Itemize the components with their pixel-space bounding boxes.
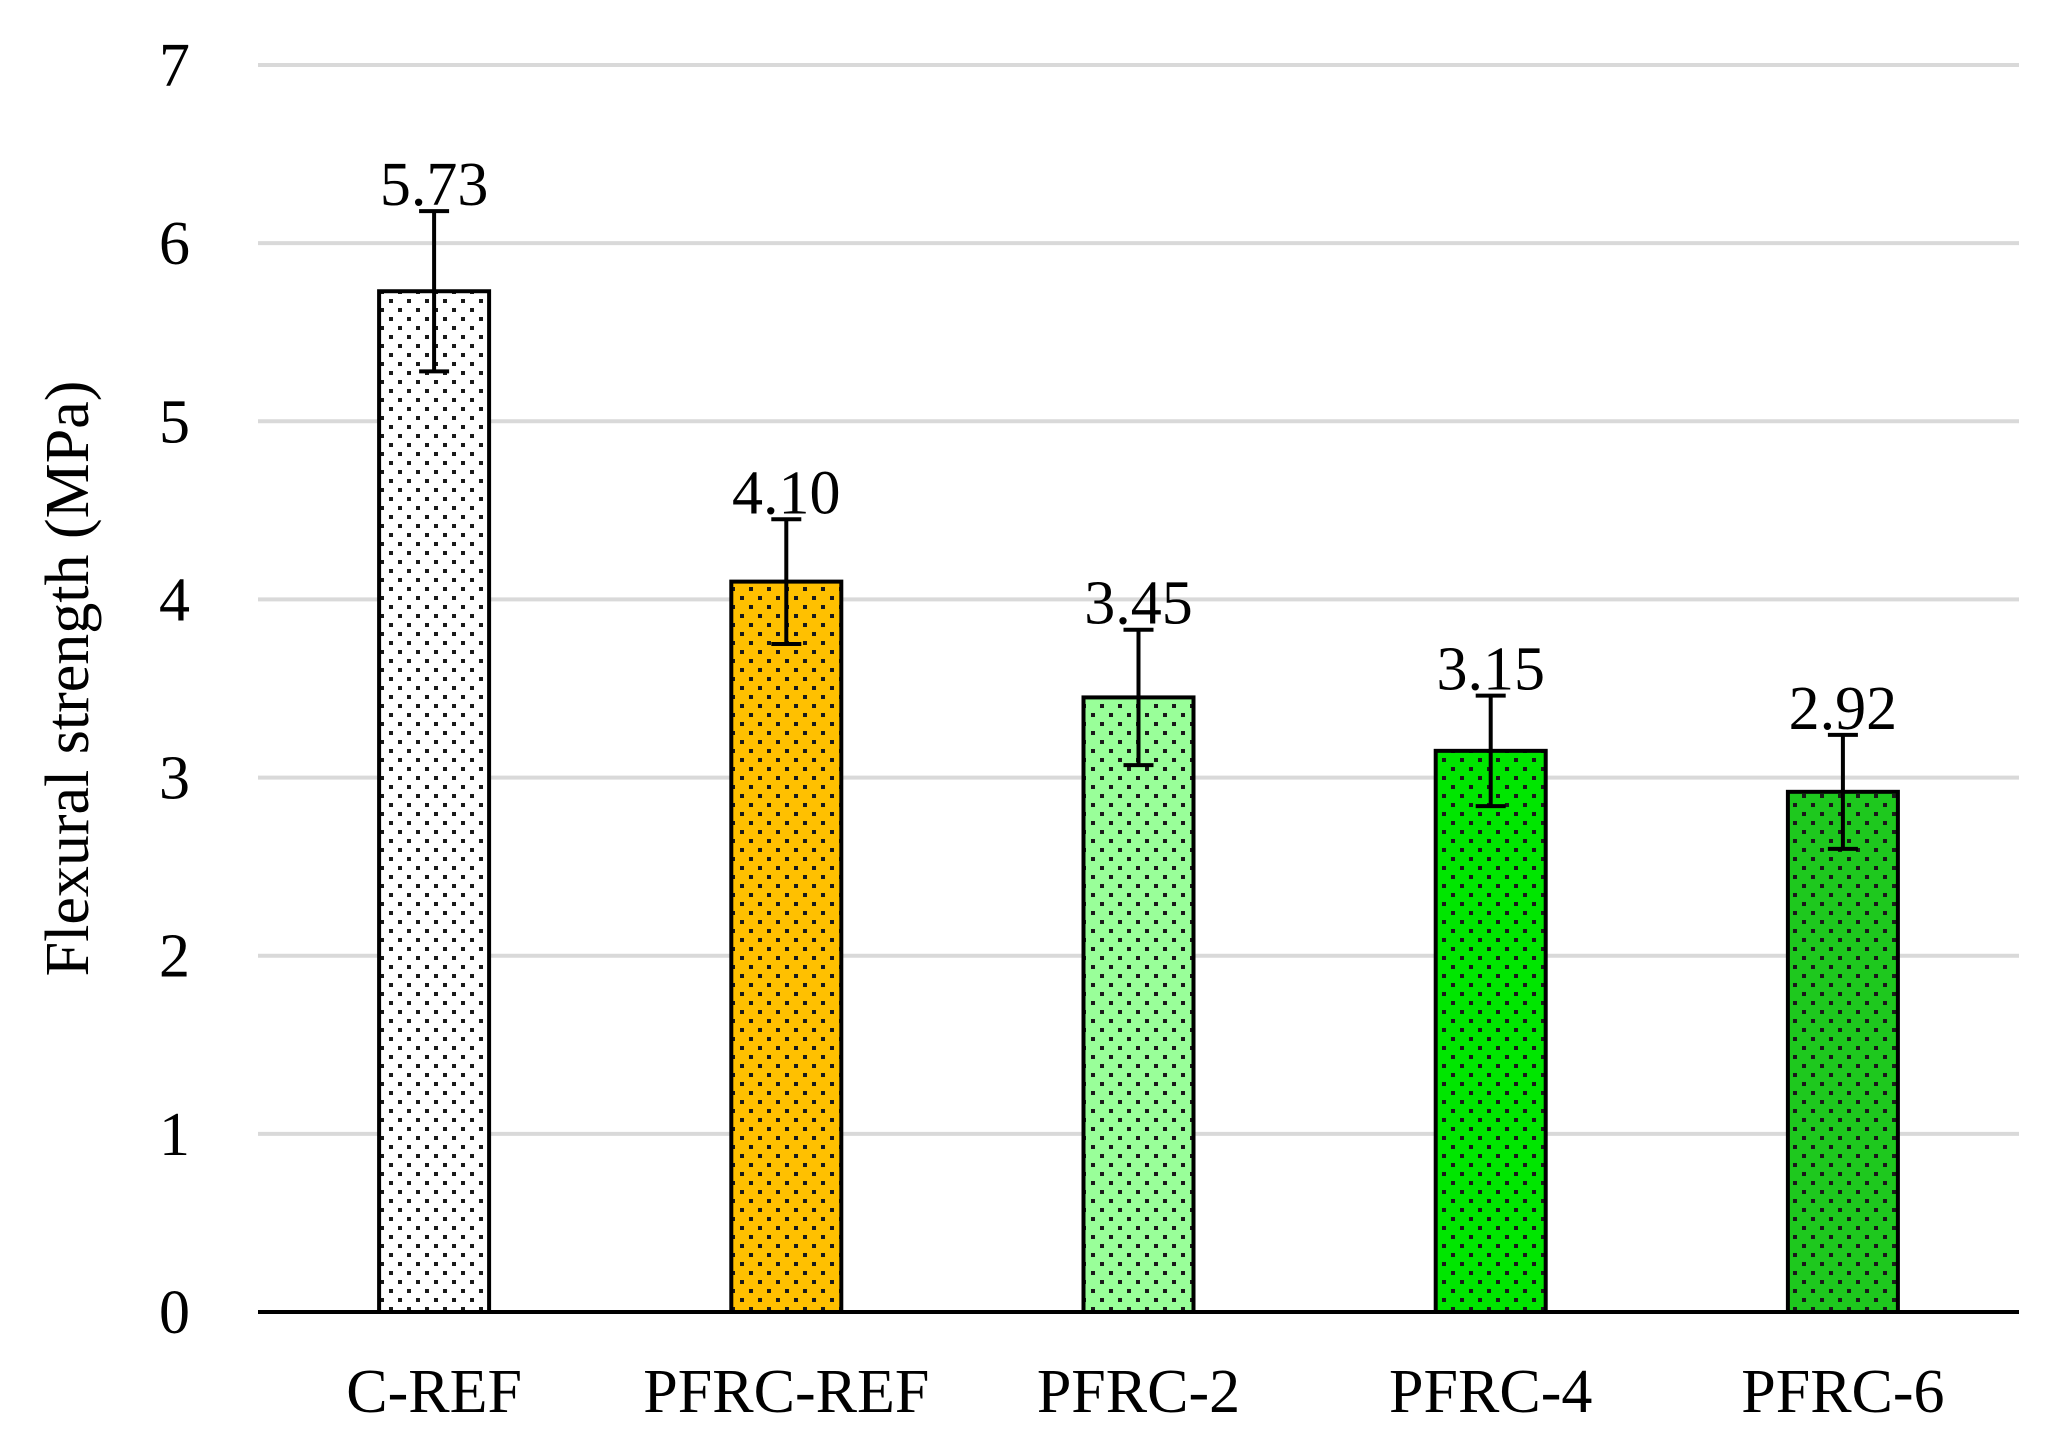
y-tick-label: 5 [159, 388, 190, 456]
y-tick-label: 2 [159, 923, 190, 991]
error-bar [419, 209, 450, 374]
y-tick-label: 4 [159, 566, 190, 634]
bars [377, 289, 1900, 1314]
data-label: 4.10 [732, 459, 841, 527]
data-label: 2.92 [1789, 675, 1898, 743]
data-labels: 5.73 4.10 3.45 3.15 2.92 [380, 151, 1897, 743]
y-tick-label: 6 [159, 210, 190, 278]
error-bar [1827, 732, 1858, 851]
y-axis-title: Flexural strength (MPa) [34, 381, 102, 977]
bar-c-ref [377, 289, 492, 1314]
bar-pfrc-6 [1785, 789, 1900, 1314]
x-category-label: PFRC-6 [1741, 1358, 1944, 1426]
x-category-label: PFRC-REF [643, 1358, 929, 1426]
bar-pfrc-4 [1433, 748, 1548, 1314]
error-bar [771, 517, 802, 646]
y-tick-label: 0 [159, 1279, 190, 1347]
error-bars [419, 209, 1858, 851]
data-label: 3.45 [1084, 570, 1193, 638]
error-bar [1123, 627, 1154, 768]
bar-pfrc-2 [1081, 695, 1196, 1314]
x-category-label: PFRC-2 [1037, 1358, 1240, 1426]
y-tick-label: 1 [159, 1101, 190, 1169]
x-category-label: PFRC-4 [1389, 1358, 1592, 1426]
y-tick-label: 7 [159, 32, 190, 100]
data-label: 3.15 [1436, 636, 1545, 704]
error-bar [1475, 693, 1506, 809]
bar-pfrc-ref [729, 579, 844, 1314]
x-axis-categories: C-REF PFRC-REF PFRC-2 PFRC-4 PFRC-6 [346, 1358, 1944, 1426]
y-axis-ticks: 0 1 2 3 4 5 6 7 [159, 32, 190, 1347]
x-category-label: C-REF [346, 1358, 522, 1426]
data-label: 5.73 [380, 151, 489, 219]
y-tick-label: 3 [159, 745, 190, 813]
